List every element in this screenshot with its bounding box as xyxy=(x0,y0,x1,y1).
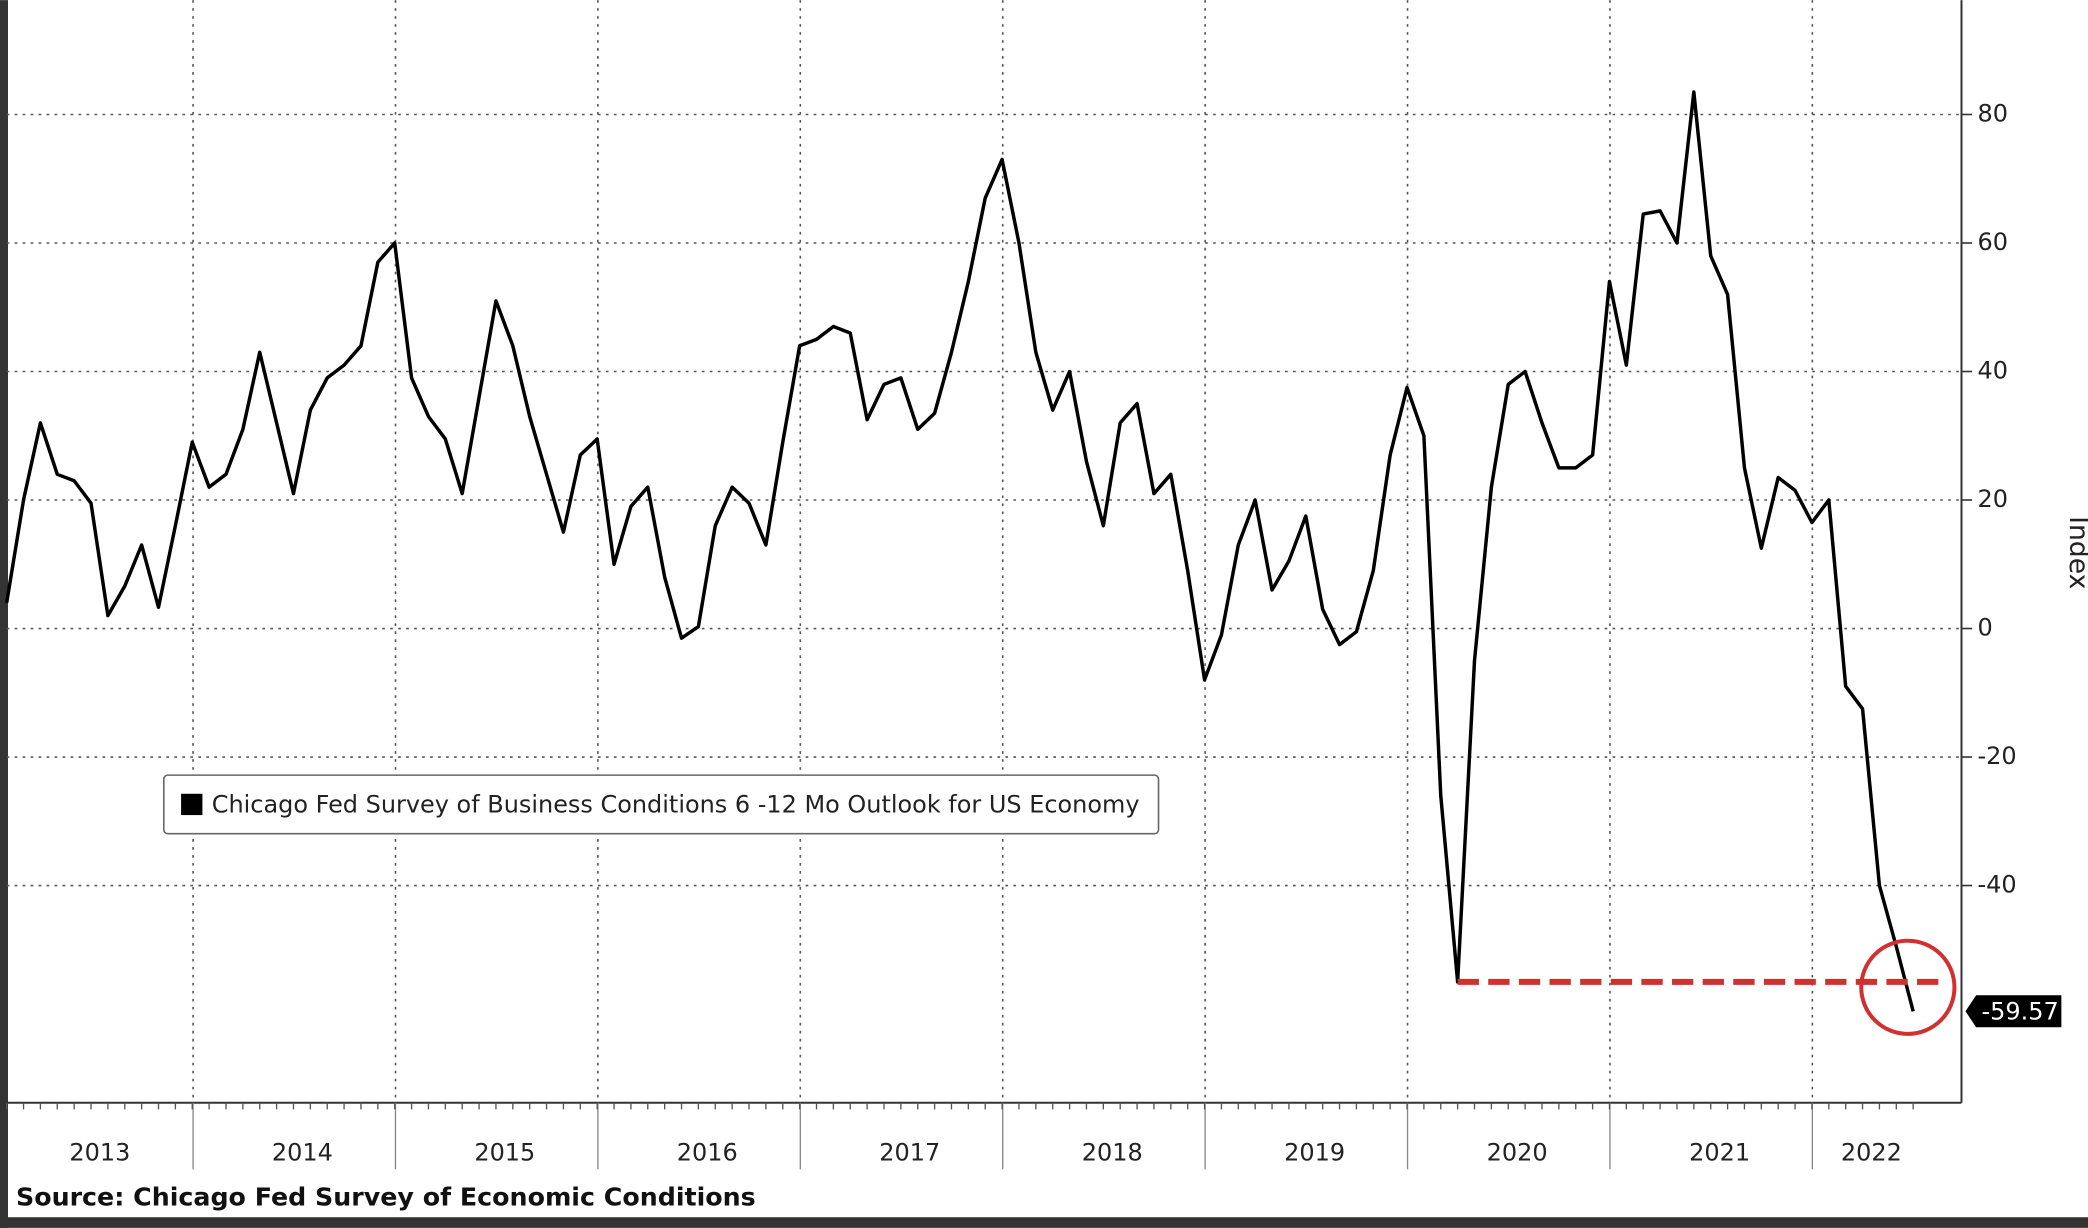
value-label-box xyxy=(1965,995,2062,1028)
y-tick-label: 80 xyxy=(1977,99,2007,127)
source: Source: Chicago Fed Survey of Economic C… xyxy=(16,1183,756,1212)
legend-swatch xyxy=(181,793,203,816)
y-tick-label: 0 xyxy=(1977,614,1992,642)
y-axis-title: Index xyxy=(2063,516,2088,589)
value-label: -59.57 xyxy=(1981,998,2058,1026)
x-tick-label: 2017 xyxy=(879,1138,940,1166)
y-tick-label: 20 xyxy=(1977,485,2007,513)
x-tick-label: 2014 xyxy=(272,1138,333,1166)
highlight-circle xyxy=(1859,938,1957,1036)
x-tick-label: 2013 xyxy=(69,1138,130,1166)
x-tick-label: 2022 xyxy=(1841,1138,1902,1166)
legend-label: Chicago Fed Survey of Business Condition… xyxy=(212,791,1140,819)
x-tick-label: 2015 xyxy=(474,1138,535,1166)
legend: Chicago Fed Survey of Business Condition… xyxy=(162,774,1160,835)
x-tick-label: 2021 xyxy=(1689,1138,1750,1166)
y-tick-label: 40 xyxy=(1977,357,2007,385)
y-tick-label: -40 xyxy=(1977,871,2016,899)
line xyxy=(4,90,1915,1012)
y-tick-label: 60 xyxy=(1977,228,2007,256)
x-tick-label: 2016 xyxy=(677,1138,738,1166)
x-tick-label: 2020 xyxy=(1487,1138,1548,1166)
frame-edge xyxy=(0,1217,2088,1228)
legend-box xyxy=(162,774,1160,835)
y-tick-label: -20 xyxy=(1977,742,2016,770)
frame-edge xyxy=(0,0,8,1228)
x-tick-label: 2018 xyxy=(1082,1138,1143,1166)
x-tick-label: 2019 xyxy=(1284,1138,1345,1166)
